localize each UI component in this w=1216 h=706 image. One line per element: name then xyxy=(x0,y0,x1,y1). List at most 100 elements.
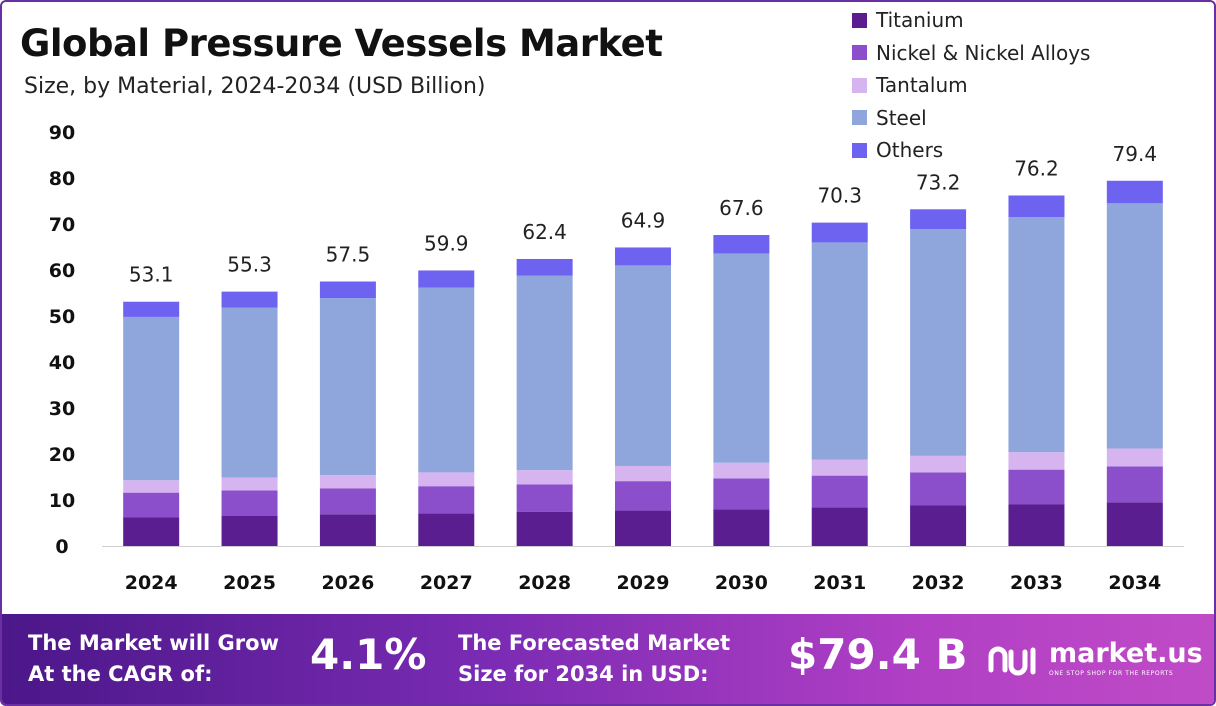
legend-item-titanium: Titanium xyxy=(852,4,1090,37)
bar-segment xyxy=(123,316,180,481)
bar-segment xyxy=(910,455,967,473)
bar-segment xyxy=(713,462,770,479)
bar-segment xyxy=(516,484,573,512)
bar-segment xyxy=(221,291,278,308)
bar-segment xyxy=(615,481,671,511)
x-tick-label: 2030 xyxy=(715,572,768,594)
brand-name: market.us xyxy=(1049,638,1203,669)
x-tick-label: 2031 xyxy=(813,572,866,594)
total-value-label: 70.3 xyxy=(817,184,862,208)
y-tick-label: 60 xyxy=(49,260,75,282)
forecast-label: The Forecasted Market Size for 2034 in U… xyxy=(458,631,731,686)
y-tick-label: 80 xyxy=(49,168,75,190)
legend-item-others: Others xyxy=(852,134,1090,167)
y-tick-label: 40 xyxy=(49,352,75,374)
legend-label: Titanium xyxy=(876,8,964,33)
bar-segment xyxy=(418,287,475,473)
legend-swatch xyxy=(852,12,867,28)
total-value-label: 59.9 xyxy=(424,231,469,255)
bar-segment xyxy=(910,505,967,546)
brand-tagline: ONE STOP SHOP FOR THE REPORTS xyxy=(1049,670,1174,677)
bar-segment xyxy=(123,301,180,317)
y-tick-label: 10 xyxy=(49,490,75,512)
bar-segment xyxy=(615,510,671,546)
bar-segment xyxy=(713,509,770,546)
y-tick-label: 0 xyxy=(55,536,68,558)
legend-swatch xyxy=(852,45,867,61)
legend-swatch xyxy=(852,110,867,126)
legend-label: Steel xyxy=(876,105,927,130)
bar-segment xyxy=(811,507,868,546)
bar-segment xyxy=(319,475,376,489)
bar-segment xyxy=(221,477,278,491)
x-tick-label: 2032 xyxy=(912,572,965,594)
legend-item-nickel: Nickel & Nickel Alloys xyxy=(852,37,1090,70)
y-tick-label: 30 xyxy=(49,398,75,420)
bar-segment xyxy=(1106,180,1163,204)
total-value-label: 57.5 xyxy=(326,243,371,267)
total-value-label: 64.9 xyxy=(621,208,666,232)
bar-segment xyxy=(319,488,376,515)
total-value-label: 55.3 xyxy=(227,253,272,277)
bar-segment xyxy=(713,235,770,254)
legend-swatch xyxy=(852,142,867,158)
y-tick-label: 50 xyxy=(49,306,75,328)
market-us-logo-icon xyxy=(988,646,1036,676)
bar-segment xyxy=(910,472,967,506)
brand-logo: market.us ONE STOP SHOP FOR THE REPORTS xyxy=(987,640,1203,680)
x-tick-label: 2033 xyxy=(1010,572,1063,594)
x-tick-label: 2034 xyxy=(1108,572,1161,594)
x-tick-label: 2026 xyxy=(321,572,374,594)
bar-segment xyxy=(1106,466,1163,503)
bar-segment xyxy=(1106,502,1163,546)
bar-segment xyxy=(418,513,475,546)
bar-segment xyxy=(123,517,180,546)
chart-title: Global Pressure Vessels Market xyxy=(20,22,663,65)
bar-segment xyxy=(1008,469,1065,505)
bar-segment xyxy=(319,281,376,299)
bar-segment xyxy=(1008,504,1065,546)
bar-segment xyxy=(811,222,868,243)
bar-segment xyxy=(615,247,671,266)
total-value-label: 76.2 xyxy=(1014,156,1059,180)
bar-segment xyxy=(123,492,180,518)
bar-segment xyxy=(418,472,475,487)
bar-segment xyxy=(418,486,475,514)
x-tick-label: 2027 xyxy=(420,572,473,594)
total-value-label: 79.4 xyxy=(1113,142,1158,166)
total-value-label: 62.4 xyxy=(522,220,567,244)
legend-label: Nickel & Nickel Alloys xyxy=(876,40,1091,65)
bar-segment xyxy=(221,307,278,478)
bar-segment xyxy=(910,229,967,456)
y-tick-label: 20 xyxy=(49,444,75,466)
bar-segment xyxy=(811,475,868,508)
bar-segment xyxy=(1008,217,1065,453)
bar-segment xyxy=(319,298,376,476)
total-value-label: 53.1 xyxy=(129,263,174,287)
bar-segment xyxy=(1008,195,1065,218)
bar-segment xyxy=(516,275,573,471)
x-tick-label: 2025 xyxy=(223,572,276,594)
cagr-value: 4.1% xyxy=(310,630,427,679)
legend-swatch xyxy=(852,77,867,93)
x-tick-label: 2029 xyxy=(617,572,670,594)
chart-legend: Titanium Nickel & Nickel Alloys Tantalum… xyxy=(852,4,1090,167)
legend-item-steel: Steel xyxy=(852,102,1090,135)
legend-item-tantalum: Tantalum xyxy=(852,69,1090,102)
cagr-label: The Market will Grow At the CAGR of: xyxy=(28,631,279,686)
bar-segment xyxy=(123,480,180,493)
total-value-label: 73.2 xyxy=(916,170,961,194)
stacked-bar-chart: 010203040506070809053.1202455.3202557.52… xyxy=(49,122,1184,594)
bar-segment xyxy=(516,258,573,276)
bar-segment xyxy=(1106,203,1163,449)
bar-segment xyxy=(516,511,573,546)
bar-segment xyxy=(713,253,770,463)
bar-segment xyxy=(811,459,868,476)
bar-segment xyxy=(516,470,573,485)
legend-label: Tantalum xyxy=(876,73,968,98)
forecast-value: $79.4 B xyxy=(788,630,968,679)
summary-banner: The Market will Grow At the CAGR of: 4.1… xyxy=(2,614,1214,704)
bar-segment xyxy=(418,270,475,288)
bar-segment xyxy=(1008,452,1065,470)
